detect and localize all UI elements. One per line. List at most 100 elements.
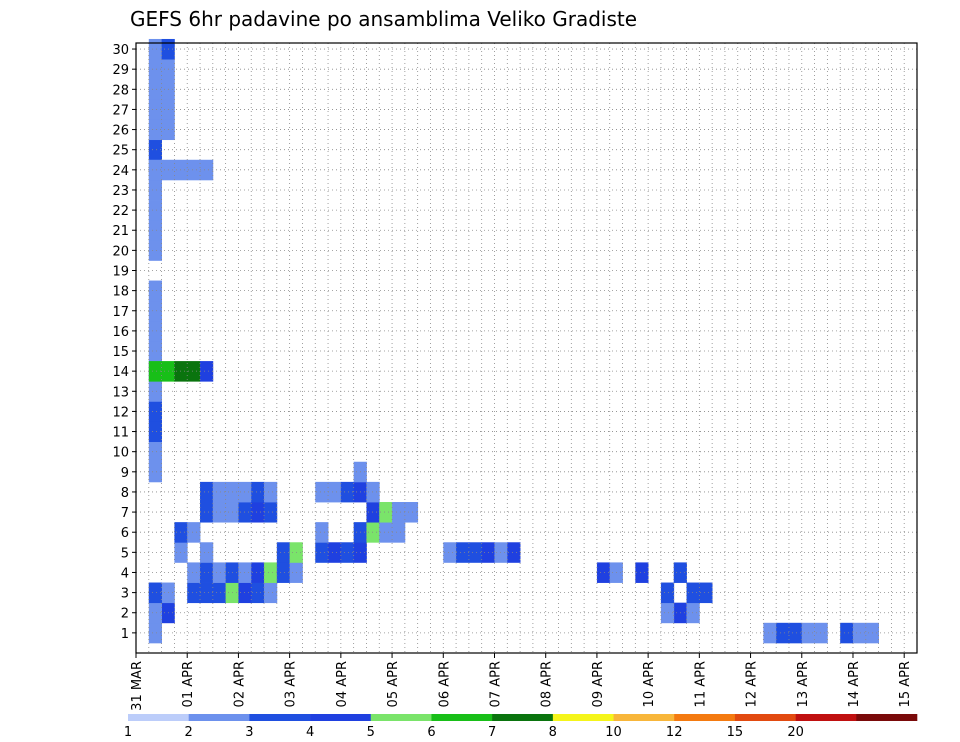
y-tick-label: 8 xyxy=(121,486,129,501)
heatmap-cell xyxy=(148,280,162,302)
colorbar-segment xyxy=(856,714,918,721)
heatmap-cells xyxy=(148,38,879,644)
colorbar-segment xyxy=(674,714,736,721)
y-axis-ticks: 1234567891011121314151617181920212223242… xyxy=(112,43,136,642)
heatmap-cell xyxy=(200,582,214,604)
heatmap-cell xyxy=(276,562,291,583)
heatmap-cell xyxy=(814,622,828,644)
heatmap-cell xyxy=(251,481,265,503)
y-tick-label: 6 xyxy=(121,526,129,541)
x-tick-label: 15 APR xyxy=(898,661,913,707)
heatmap-cell xyxy=(315,522,329,543)
heatmap-cell xyxy=(264,502,278,523)
heatmap-cell xyxy=(148,200,162,221)
heatmap-cell xyxy=(379,502,393,523)
x-tick-label: 03 APR xyxy=(284,661,299,707)
heatmap-cell xyxy=(200,159,214,181)
x-tick-label: 04 APR xyxy=(335,661,350,707)
heatmap-cell xyxy=(635,562,649,583)
y-tick-label: 4 xyxy=(121,566,129,581)
plot-frame xyxy=(135,42,918,654)
y-tick-label: 3 xyxy=(121,587,129,602)
heatmap-cell xyxy=(264,481,278,503)
heatmap-cell xyxy=(212,582,227,604)
heatmap-cell xyxy=(443,542,457,563)
heatmap-cell xyxy=(340,481,355,503)
heatmap-cell xyxy=(200,502,214,523)
colorbar-label: 6 xyxy=(427,725,435,740)
heatmap-cell xyxy=(200,361,214,382)
y-tick-label: 11 xyxy=(112,426,129,441)
heatmap-cell xyxy=(148,300,162,322)
heatmap-cell xyxy=(315,542,329,563)
heatmap-cell xyxy=(174,542,188,563)
heatmap-cell xyxy=(379,522,393,543)
heatmap-cell xyxy=(200,542,214,563)
heatmap-cell xyxy=(148,240,162,261)
heatmap-cell xyxy=(187,159,201,181)
heatmap-cell xyxy=(238,502,252,523)
heatmap-cell xyxy=(366,502,380,523)
y-tick-label: 10 xyxy=(112,446,129,461)
x-tick-label: 09 APR xyxy=(591,661,606,707)
heatmap-cell xyxy=(494,542,508,563)
colorbar-label: 2 xyxy=(185,725,193,740)
y-tick-label: 27 xyxy=(112,103,129,118)
x-tick-label: 12 APR xyxy=(745,661,760,707)
heatmap-cell xyxy=(187,522,201,543)
colorbar-label: 15 xyxy=(727,725,744,740)
grid-lines xyxy=(136,43,917,653)
y-tick-label: 29 xyxy=(112,63,129,78)
x-tick-label: 14 APR xyxy=(847,661,862,707)
x-tick-label: 07 APR xyxy=(489,661,504,707)
heatmap-cell xyxy=(456,542,470,563)
heatmap-cell xyxy=(660,582,675,604)
heatmap-cell xyxy=(238,481,252,503)
colorbar-label: 5 xyxy=(367,725,375,740)
heatmap-cell xyxy=(315,481,329,503)
heatmap-cell xyxy=(660,602,675,624)
x-tick-label: 11 APR xyxy=(693,661,708,707)
heatmap-cell xyxy=(340,542,355,563)
y-tick-label: 2 xyxy=(121,607,129,622)
y-tick-label: 1 xyxy=(121,627,129,642)
colorbar-segment xyxy=(188,714,250,721)
colorbar-segment xyxy=(128,714,189,721)
heatmap-cell xyxy=(251,502,265,523)
heatmap-cell xyxy=(468,542,483,563)
heatmap-cell xyxy=(366,522,380,543)
heatmap-cell xyxy=(187,582,201,604)
y-tick-label: 17 xyxy=(112,305,129,320)
heatmap-cell xyxy=(148,59,162,80)
colorbar-segment xyxy=(431,714,493,721)
colorbar-segment xyxy=(734,714,796,721)
heatmap-cell xyxy=(212,481,227,503)
y-tick-label: 19 xyxy=(112,264,129,279)
heatmap-cell xyxy=(148,119,162,141)
y-tick-label: 18 xyxy=(112,285,129,300)
x-tick-label: 13 APR xyxy=(796,661,811,707)
y-tick-label: 23 xyxy=(112,184,129,199)
y-tick-label: 5 xyxy=(121,546,129,561)
heatmap-cell xyxy=(686,582,700,604)
heatmap-cell xyxy=(392,522,406,543)
y-tick-label: 30 xyxy=(112,43,129,58)
y-tick-label: 9 xyxy=(121,466,129,481)
heatmap-cell xyxy=(212,502,227,523)
heatmap-cell xyxy=(148,79,162,100)
heatmap-cell xyxy=(264,562,278,583)
colorbar-label: 4 xyxy=(306,725,314,740)
x-tick-label: 10 APR xyxy=(642,661,657,707)
heatmap-cell xyxy=(699,582,713,604)
colorbar-label: 1 xyxy=(124,725,132,740)
colorbar-segment xyxy=(370,714,432,721)
heatmap-cell xyxy=(763,622,777,644)
heatmap-cell xyxy=(200,562,214,583)
heatmap-cell xyxy=(174,522,188,543)
heatmap-cell xyxy=(366,481,380,503)
colorbar-label: 10 xyxy=(605,725,622,740)
heatmap-cell xyxy=(148,340,162,362)
heatmap-cell xyxy=(148,99,162,120)
colorbar-label: 12 xyxy=(666,725,683,740)
y-tick-label: 22 xyxy=(112,204,129,219)
